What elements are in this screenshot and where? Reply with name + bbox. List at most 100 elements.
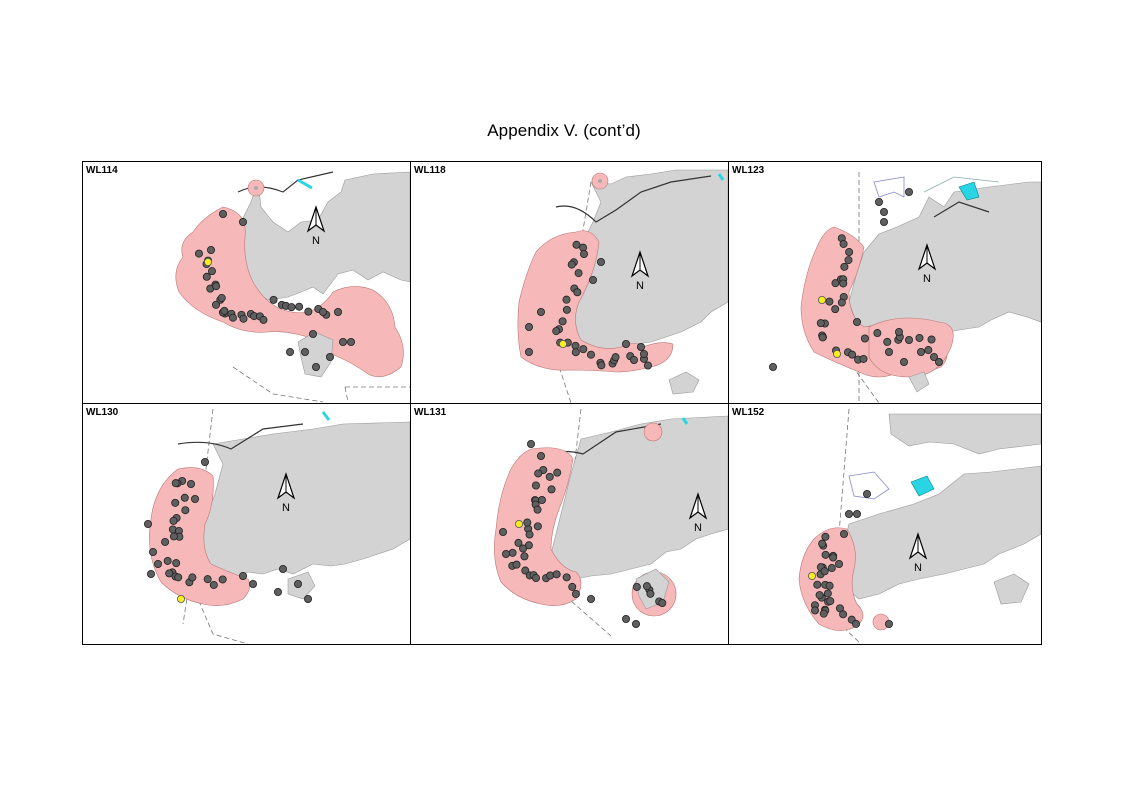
sighting-point: [884, 347, 893, 356]
sighting-point: [839, 610, 848, 619]
sighting-point: [825, 581, 834, 590]
sighting-point: [631, 619, 640, 628]
sighting-point: [894, 327, 903, 336]
sighting-point: [499, 528, 508, 537]
sighting-point: [537, 452, 546, 461]
map-svg: N: [144, 408, 410, 644]
island: [297, 331, 334, 378]
sighting-point: [916, 347, 925, 356]
island: [908, 371, 930, 393]
highlighted-sighting-point: [833, 349, 842, 358]
sighting-point: [860, 334, 869, 343]
reclamation-area: [958, 181, 980, 201]
sighting-point: [303, 594, 312, 603]
highlighted-sighting-point: [818, 295, 827, 304]
sighting-point: [181, 506, 190, 515]
sighting-point: [546, 571, 555, 580]
sighting-point: [333, 307, 342, 316]
sighting-point: [537, 307, 546, 316]
sighting-point: [819, 609, 828, 618]
sighting-point: [579, 250, 588, 259]
sighting-point: [202, 272, 211, 281]
sighting-point: [338, 337, 347, 346]
panel-label: WL130: [86, 407, 119, 418]
sighting-point: [188, 573, 197, 582]
reclamation-outline: [848, 471, 890, 500]
sighting-point: [259, 315, 268, 324]
sighting-point: [816, 319, 825, 328]
sighting-point: [552, 570, 561, 579]
sighting-point: [238, 218, 247, 227]
panel-label: WL152: [732, 407, 765, 418]
map-panel-wl118: WL118 N: [411, 162, 728, 403]
sighting-point: [269, 295, 278, 304]
reclamation-area: [681, 417, 689, 425]
north-arrow-label: N: [312, 235, 320, 247]
sighting-point: [533, 505, 542, 514]
sighting-point: [813, 580, 822, 589]
reclamation-area: [910, 475, 935, 497]
sighting-point: [874, 198, 883, 207]
sighting-point: [527, 440, 536, 449]
sighting-point: [187, 480, 196, 489]
sighting-point: [545, 472, 554, 481]
sighting-point: [572, 240, 581, 249]
map-svg: N: [769, 172, 1041, 403]
sighting-point: [879, 218, 888, 227]
map-grid: WL114 N WL118 N WL123 N WL130 N WL131 N …: [82, 161, 1042, 645]
map-panel-wl123: WL123 N: [729, 162, 1041, 403]
sighting-point: [273, 587, 282, 596]
islet: [598, 179, 602, 183]
panel-label: WL118: [414, 165, 446, 176]
sighting-point: [636, 342, 645, 351]
panel-label: WL114: [86, 165, 118, 176]
sighting-point: [311, 362, 320, 371]
sighting-point: [835, 559, 844, 568]
boundary-line: [344, 386, 349, 403]
sighting-point: [642, 582, 651, 591]
sighting-point: [934, 357, 943, 366]
sighting-point: [537, 496, 546, 505]
sighting-point: [207, 246, 216, 255]
sighting-point: [825, 297, 834, 306]
sighting-point: [163, 556, 172, 565]
sighting-point: [553, 468, 562, 477]
sighting-point: [325, 352, 334, 361]
sighting-point: [520, 552, 529, 561]
sighting-point: [588, 276, 597, 285]
sighting-point: [844, 256, 853, 265]
sighting-point: [818, 539, 827, 548]
sighting-point: [169, 532, 178, 541]
islet: [254, 186, 258, 190]
coastline-road: [237, 171, 334, 193]
sighting-point: [837, 298, 846, 307]
sighting-point: [558, 317, 567, 326]
sighting-point: [165, 569, 174, 578]
sighting-point: [562, 573, 571, 582]
reclamation-area: [321, 411, 331, 421]
north-arrow-label: N: [923, 273, 931, 285]
sighting-point: [829, 553, 838, 562]
home-range-area: [517, 230, 674, 373]
sighting-point: [304, 307, 313, 316]
sighting-point: [161, 537, 170, 546]
sighting-point: [547, 485, 556, 494]
sighting-point: [924, 346, 933, 355]
sighting-point: [823, 589, 832, 598]
sighting-point: [883, 337, 892, 346]
sighting-point: [295, 302, 304, 311]
sighting-point: [171, 479, 180, 488]
home-range-area: [643, 422, 663, 442]
highlighted-sighting-point: [177, 594, 186, 603]
sighting-point: [147, 569, 156, 578]
sighting-point: [218, 575, 227, 584]
island: [993, 573, 1030, 605]
sighting-point: [531, 481, 540, 490]
sighting-point: [154, 559, 163, 568]
sighting-point: [821, 550, 830, 559]
sighting-point: [248, 579, 257, 588]
sighting-point: [853, 510, 862, 519]
sighting-point: [873, 329, 882, 338]
sighting-point: [839, 239, 848, 248]
highlighted-sighting-point: [808, 571, 817, 580]
